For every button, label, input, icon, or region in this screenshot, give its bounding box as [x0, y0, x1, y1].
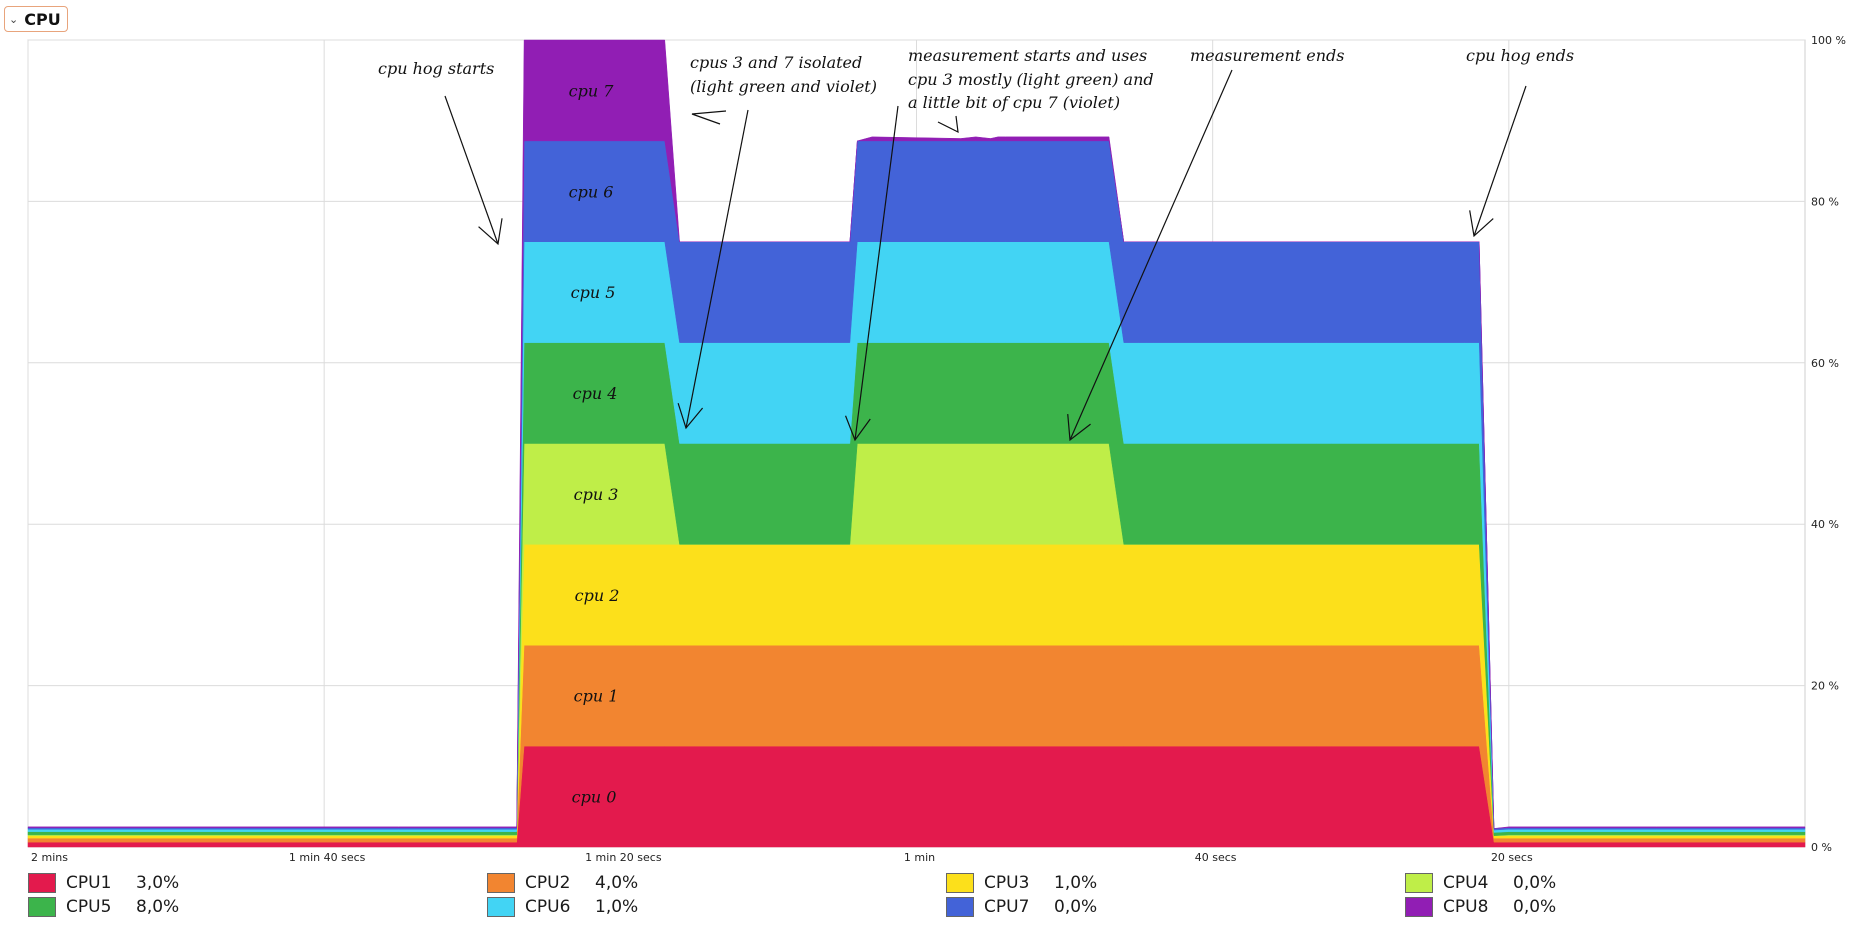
section-title: CPU — [24, 9, 61, 29]
annotation-text: cpu hog starts — [378, 59, 494, 78]
legend-name: CPU4 — [1443, 873, 1489, 893]
x-tick-label: 2 mins — [31, 851, 68, 864]
band-label-cpu1: cpu 1 — [574, 687, 619, 706]
legend-item-cpu5: CPU5 8,0% — [28, 896, 216, 918]
x-tick-label: 1 min 40 secs — [289, 851, 366, 864]
legend-value: 1,0% — [1054, 873, 1098, 893]
legend-value: 8,0% — [136, 897, 180, 917]
legend-item-cpu1: CPU1 3,0% — [28, 872, 216, 894]
legend-name: CPU3 — [984, 873, 1030, 893]
x-tick-label: 1 min 20 secs — [585, 851, 662, 864]
legend-swatch — [487, 897, 515, 917]
y-tick-label: 0 % — [1811, 841, 1832, 854]
legend-swatch — [28, 897, 56, 917]
annotation-arrow — [1473, 85, 1527, 237]
arrowhead — [1469, 210, 1494, 238]
legend-swatch — [28, 873, 56, 893]
legend-value: 0,0% — [1513, 873, 1557, 893]
band-label-cpu4: cpu 4 — [573, 384, 618, 403]
cpu-section-header[interactable]: ⌄ CPU — [4, 6, 68, 32]
band-label-cpu7: cpu 7 — [569, 81, 615, 100]
chevron-down-icon[interactable]: ⌄ — [9, 12, 19, 26]
band-label-cpu0: cpu 0 — [572, 788, 617, 807]
arrowhead — [937, 115, 959, 134]
band-label-cpu5: cpu 5 — [571, 283, 616, 302]
legend-swatch — [946, 873, 974, 893]
legend-value: 0,0% — [1054, 897, 1098, 917]
legend-name: CPU5 — [66, 897, 112, 917]
arrowhead — [1067, 414, 1091, 442]
arrowhead — [677, 403, 704, 430]
legend-name: CPU6 — [525, 897, 571, 917]
legend: CPU1 3,0% CPU2 4,0% CPU3 1,0% CPU4 0,0% … — [28, 872, 1865, 924]
legend-swatch — [487, 873, 515, 893]
annotation-arrow — [1069, 69, 1233, 441]
band-label-cpu2: cpu 2 — [575, 586, 620, 605]
annotation-arrow — [685, 109, 749, 429]
legend-value: 4,0% — [595, 873, 639, 893]
y-tick-label: 80 % — [1811, 195, 1839, 208]
legend-name: CPU2 — [525, 873, 571, 893]
band-label-cpu6: cpu 6 — [569, 182, 614, 201]
annotation-text: cpu 3 mostly (light green) and — [908, 70, 1154, 89]
arrowhead — [691, 110, 727, 125]
arrowhead — [844, 415, 871, 442]
legend-item-cpu7: CPU7 0,0% — [946, 896, 1134, 918]
arrowhead — [478, 218, 503, 246]
y-tick-label: 100 % — [1811, 34, 1846, 47]
y-tick-label: 40 % — [1811, 518, 1839, 531]
y-tick-label: 20 % — [1811, 680, 1839, 693]
legend-item-cpu2: CPU2 4,0% — [487, 872, 675, 894]
legend-swatch — [1405, 897, 1433, 917]
legend-name: CPU7 — [984, 897, 1030, 917]
legend-value: 1,0% — [595, 897, 639, 917]
legend-swatch — [1405, 873, 1433, 893]
legend-swatch — [946, 897, 974, 917]
legend-value: 0,0% — [1513, 897, 1557, 917]
x-tick-label: 1 min — [904, 851, 935, 864]
legend-name: CPU8 — [1443, 897, 1489, 917]
annotation-text: (light green and violet) — [690, 77, 877, 96]
annotation-text: measurement ends — [1190, 46, 1345, 65]
annotation-arrow — [444, 95, 499, 245]
legend-item-cpu4: CPU4 0,0% — [1405, 872, 1593, 894]
x-tick-label: 20 secs — [1491, 851, 1533, 864]
legend-item-cpu3: CPU3 1,0% — [946, 872, 1134, 894]
annotation-text: cpus 3 and 7 isolated — [690, 53, 862, 72]
annotation-text: measurement starts and uses — [908, 46, 1147, 65]
x-tick-label: 40 secs — [1195, 851, 1237, 864]
band-label-cpu3: cpu 3 — [574, 485, 619, 504]
annotation-text: a little bit of cpu 7 (violet) — [908, 93, 1120, 112]
legend-value: 3,0% — [136, 873, 180, 893]
legend-name: CPU1 — [66, 873, 112, 893]
legend-item-cpu8: CPU8 0,0% — [1405, 896, 1593, 918]
annotation-arrow — [854, 105, 899, 441]
area-series-cpu8 — [27, 39, 1806, 829]
y-tick-label: 60 % — [1811, 357, 1839, 370]
annotation-text: cpu hog ends — [1466, 46, 1574, 65]
legend-item-cpu6: CPU6 1,0% — [487, 896, 675, 918]
